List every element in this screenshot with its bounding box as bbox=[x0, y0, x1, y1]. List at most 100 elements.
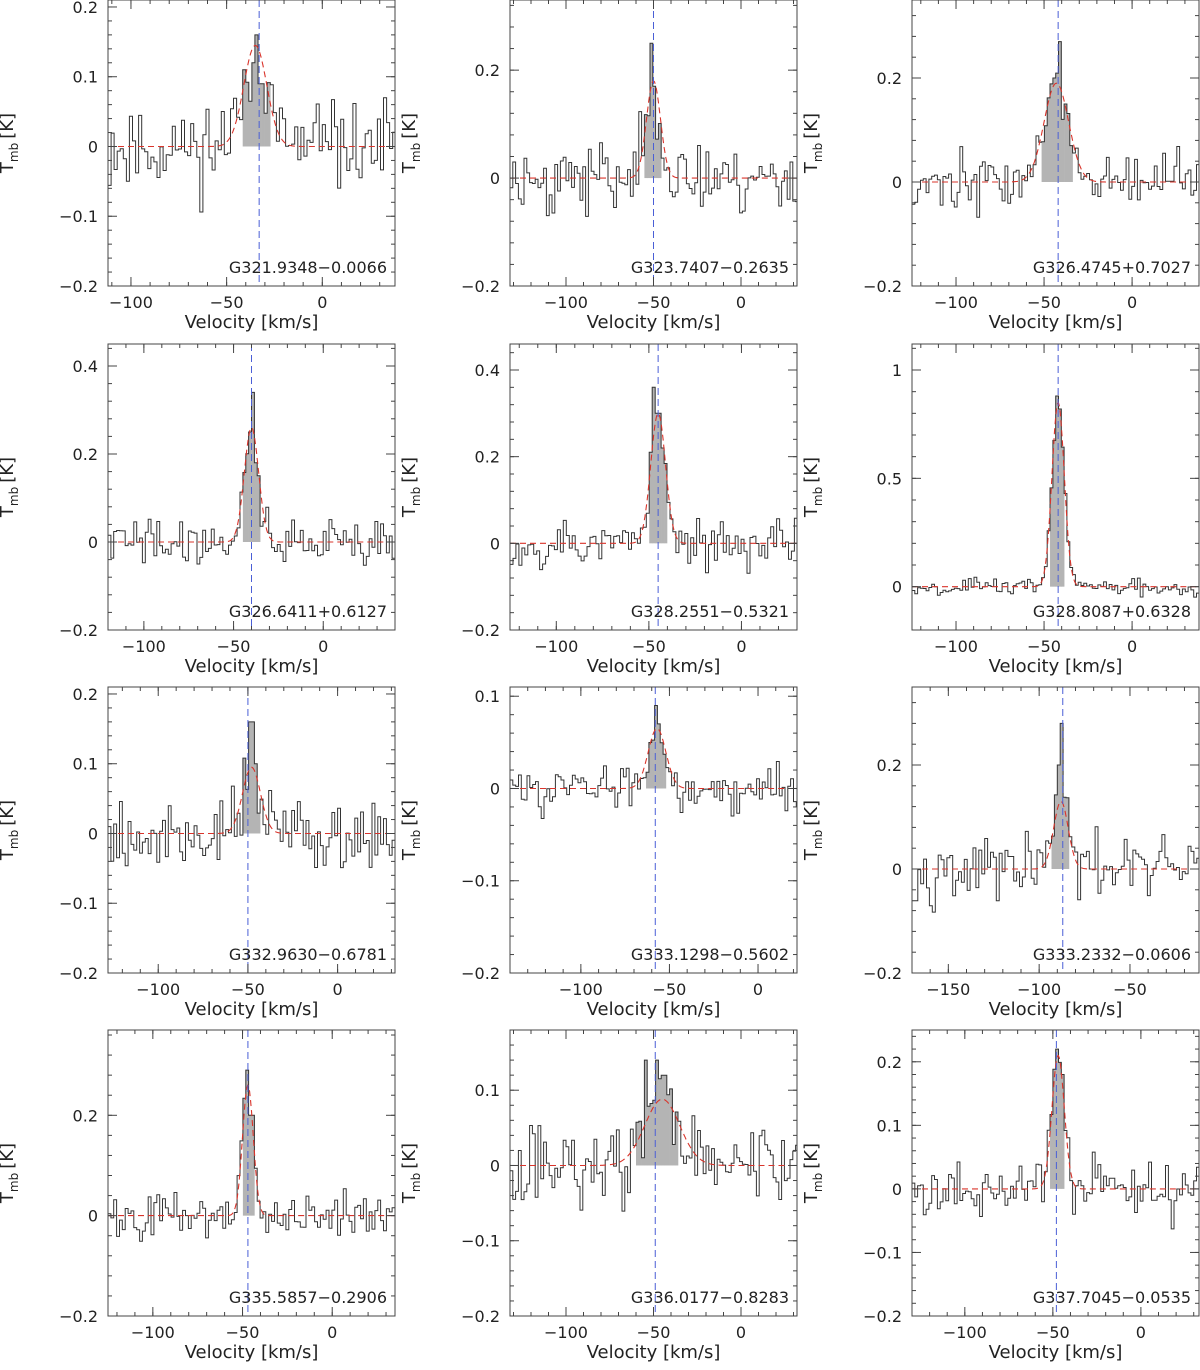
integrated-area-bar bbox=[1057, 765, 1061, 869]
source-name-label: G332.9630−0.6781 bbox=[229, 945, 387, 964]
y-tick-label: −0.2 bbox=[863, 964, 902, 983]
plot-area bbox=[510, 687, 797, 973]
y-tick-label: −0.1 bbox=[461, 872, 500, 891]
integrated-area-bar bbox=[1061, 1074, 1065, 1189]
x-axis-label: Velocity [km/s] bbox=[587, 1342, 721, 1363]
plot-area bbox=[912, 344, 1199, 630]
y-tick-label: −0.2 bbox=[59, 621, 98, 640]
spectrum-panel: −0.2 0 0.2 0.4 −100 −50 0 G328.2551−0.5321 Veloc… bbox=[399, 343, 798, 677]
x-tick-label: 0 bbox=[753, 980, 763, 999]
integrated-area-bar bbox=[251, 62, 256, 147]
integrated-area-bar bbox=[655, 413, 659, 544]
spectrum-histogram bbox=[108, 391, 395, 566]
integrated-area-bar bbox=[248, 101, 253, 147]
plot-frame bbox=[509, 343, 798, 631]
x-tick-label: −100 bbox=[1017, 980, 1061, 999]
plot-area bbox=[108, 344, 395, 630]
gaussian-fit bbox=[510, 412, 797, 544]
plot-frame bbox=[107, 1029, 396, 1317]
y-tick-label: 0.2 bbox=[73, 685, 98, 704]
x-tick-label: 0 bbox=[736, 1323, 746, 1342]
integrated-area-bar bbox=[1051, 836, 1055, 869]
integrated-area-bar bbox=[650, 43, 654, 179]
integrated-area-bar bbox=[646, 772, 650, 789]
x-axis-label: Velocity [km/s] bbox=[185, 312, 319, 333]
y-axis-label: Tmb[K] bbox=[399, 457, 423, 518]
y-axis-label: Tmb[K] bbox=[0, 457, 21, 518]
y-tick-label: 0.2 bbox=[73, 1106, 98, 1125]
integrated-area-bar bbox=[254, 462, 258, 542]
integrated-area-bar bbox=[1063, 797, 1067, 869]
x-axis-label: Velocity [km/s] bbox=[989, 312, 1123, 333]
y-tick-label: −0.1 bbox=[863, 1243, 902, 1262]
integrated-area-bar bbox=[245, 82, 250, 147]
integrated-area-bar bbox=[658, 1078, 662, 1166]
integrated-area-bar bbox=[1052, 1069, 1056, 1189]
x-axis-label: Velocity [km/s] bbox=[989, 656, 1123, 677]
y-tick-label: −0.2 bbox=[59, 277, 98, 296]
x-tick-label: −100 bbox=[122, 637, 166, 656]
y-tick-label: 0.5 bbox=[877, 469, 902, 488]
x-axis-label: Velocity [km/s] bbox=[587, 312, 721, 333]
source-name-label: G326.6411+0.6127 bbox=[229, 602, 387, 621]
plot-frame bbox=[911, 343, 1200, 631]
y-axis-label: Tmb[K] bbox=[399, 800, 423, 861]
x-tick-label: 0 bbox=[1136, 1323, 1146, 1342]
y-tick-label: 0.4 bbox=[73, 357, 98, 376]
gaussian-fit bbox=[108, 766, 395, 835]
spectrum-histogram bbox=[108, 1069, 395, 1242]
y-axis-label: Tmb[K] bbox=[801, 457, 825, 518]
y-tick-label: −0.2 bbox=[461, 621, 500, 640]
y-tick-label: 0 bbox=[490, 1156, 500, 1175]
plot-frame bbox=[911, 0, 1200, 287]
integrated-area-bar bbox=[1061, 447, 1065, 587]
integrated-area-bar bbox=[248, 432, 252, 542]
y-tick-label: 0 bbox=[88, 824, 98, 843]
y-tick-label: 0 bbox=[490, 169, 500, 188]
spectrum-histogram bbox=[108, 721, 395, 869]
source-name-label: G323.7407−0.2635 bbox=[631, 258, 789, 277]
y-tick-label: 0.2 bbox=[73, 0, 98, 17]
integrated-area-bar bbox=[654, 705, 658, 789]
integrated-area-bar bbox=[1066, 797, 1070, 869]
integrated-area-bar bbox=[661, 1075, 665, 1166]
source-name-label: G328.8087+0.6328 bbox=[1033, 602, 1191, 621]
gaussian-fit bbox=[510, 1098, 797, 1167]
y-tick-label: 0.2 bbox=[877, 756, 902, 775]
integrated-area-bar bbox=[648, 742, 653, 789]
y-tick-label: −0.2 bbox=[461, 277, 500, 296]
y-tick-label: −0.2 bbox=[59, 1307, 98, 1326]
source-name-label: G333.1298−0.5602 bbox=[631, 945, 789, 964]
integrated-area-bar bbox=[666, 1094, 670, 1166]
y-axis-label: Tmb[K] bbox=[801, 1143, 825, 1204]
gaussian-fit bbox=[108, 44, 395, 148]
integrated-area-bar bbox=[248, 721, 252, 834]
spectrum-histogram bbox=[912, 1048, 1199, 1230]
x-tick-label: −100 bbox=[934, 293, 978, 312]
source-name-label: G321.9348−0.0066 bbox=[229, 258, 387, 277]
plot-area bbox=[510, 1030, 797, 1316]
x-tick-label: 0 bbox=[318, 637, 328, 656]
y-tick-label: 0 bbox=[892, 578, 902, 597]
spectrum-histogram bbox=[510, 386, 797, 574]
y-tick-label: 0.2 bbox=[73, 445, 98, 464]
spectrum-histogram bbox=[912, 41, 1199, 218]
x-tick-label: −50 bbox=[1113, 980, 1147, 999]
integrated-area-bar bbox=[245, 1070, 249, 1216]
integrated-area-bar bbox=[254, 34, 259, 147]
x-axis-label: Velocity [km/s] bbox=[185, 656, 319, 677]
integrated-area-bar bbox=[257, 475, 261, 542]
source-name-label: G333.2332−0.0606 bbox=[1033, 945, 1191, 964]
y-tick-label: −0.2 bbox=[863, 277, 902, 296]
plot-frame bbox=[509, 1029, 798, 1317]
gaussian-fit bbox=[912, 82, 1199, 183]
x-tick-label: −100 bbox=[131, 1323, 175, 1342]
integrated-area-bar bbox=[254, 763, 258, 834]
integrated-area-bar bbox=[652, 387, 656, 544]
integrated-area-bar bbox=[1052, 440, 1056, 587]
y-tick-label: 0.2 bbox=[475, 61, 500, 80]
integrated-area-bar bbox=[661, 448, 665, 544]
spectrum-histogram bbox=[510, 42, 797, 217]
y-axis-label: Tmb[K] bbox=[399, 113, 423, 174]
y-tick-label: 0.4 bbox=[475, 361, 500, 380]
